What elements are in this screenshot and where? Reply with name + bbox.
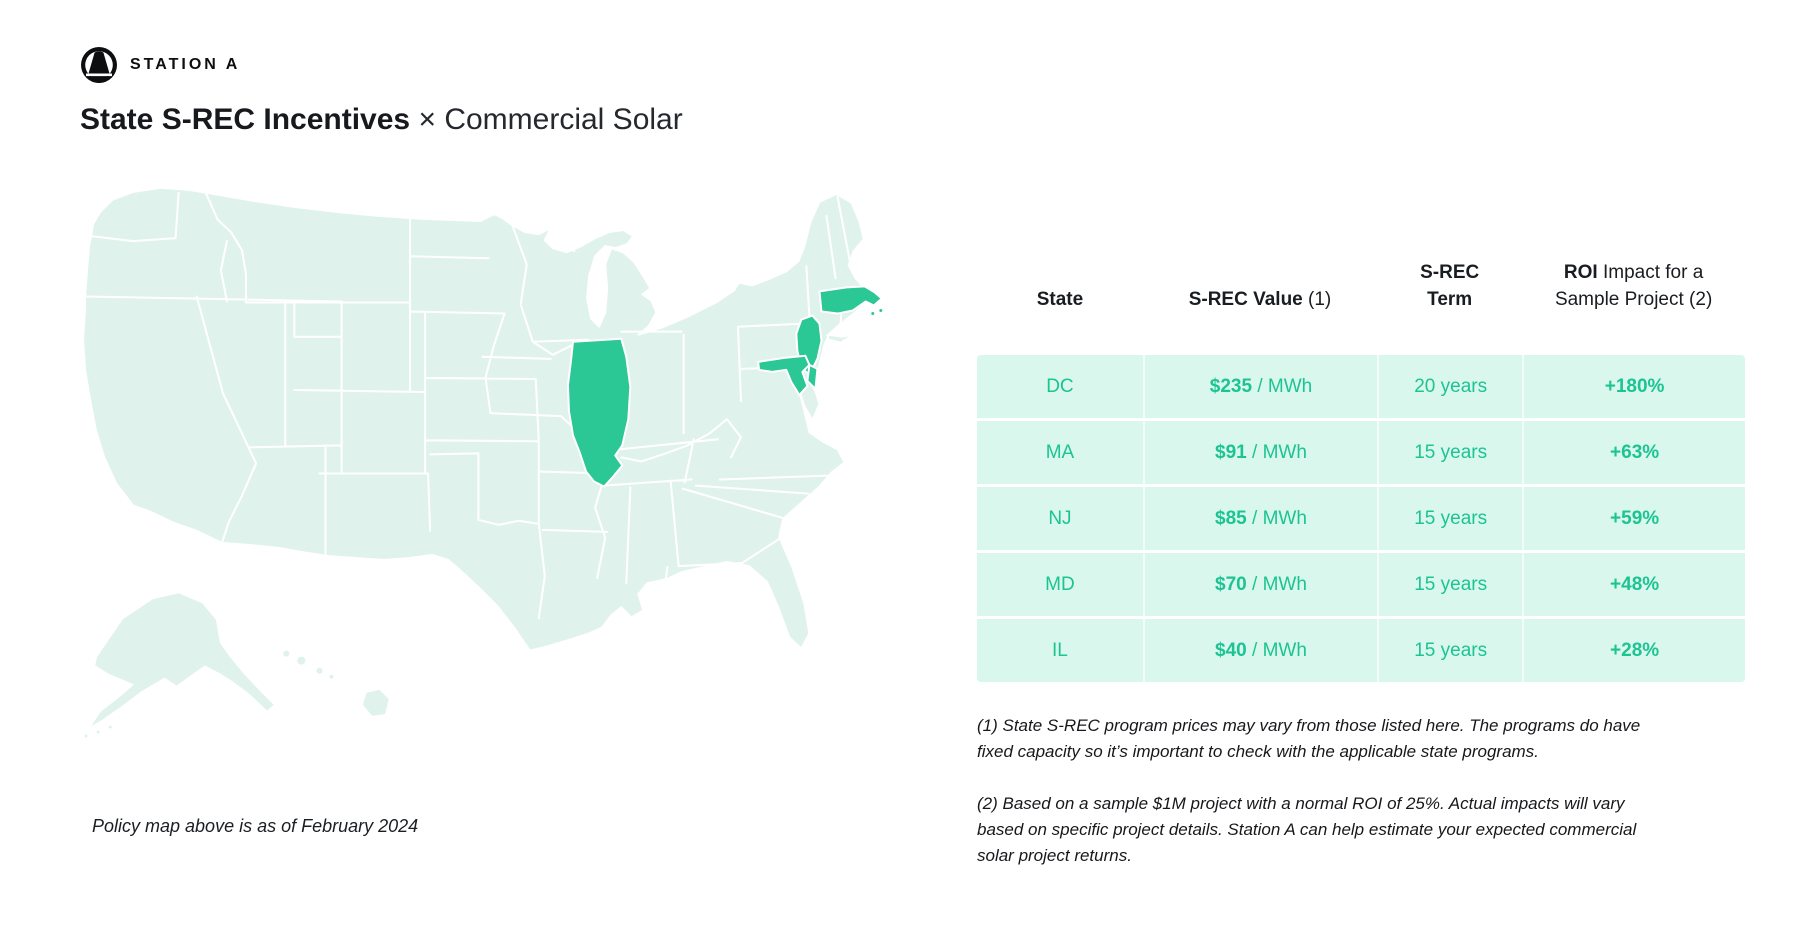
- page-title: State S-REC Incentives × Commercial Sola…: [80, 101, 683, 139]
- cell-roi: +63%: [1522, 421, 1745, 484]
- table-row-dc: DC $235 / MWh 20 years +180%: [977, 355, 1745, 418]
- cell-state: MA: [1045, 441, 1075, 463]
- cell-term: 15 years: [1377, 487, 1522, 550]
- map-state-borders: [83, 191, 851, 620]
- cell-roi: +59%: [1522, 487, 1745, 550]
- map-aleutian-island: [94, 728, 102, 736]
- table-body: DC $235 / MWh 20 years +180% MA $91 / MW…: [977, 355, 1745, 682]
- map-caption: Policy map above is as of February 2024: [92, 816, 419, 836]
- cell-state: NJ: [1048, 507, 1072, 529]
- footnote-2: (2) Based on a sample $1M project with a…: [977, 794, 1637, 865]
- map-aleutian-island: [106, 723, 114, 731]
- station-a-logo-icon: [81, 47, 117, 84]
- table-row-il: IL $40 / MWh 15 years +28%: [977, 619, 1745, 682]
- page-title-separator: ×: [418, 103, 436, 136]
- cell-value: $85 / MWh: [1142, 487, 1377, 550]
- map-state-ma-highlight: [818, 285, 883, 315]
- table-header-row: State S-REC Value (1) S-REC Term ROI Imp…: [977, 195, 1745, 355]
- cell-value: $40 / MWh: [1142, 619, 1377, 682]
- cell-roi: +48%: [1522, 553, 1745, 616]
- cell-term: 15 years: [1377, 619, 1522, 682]
- cell-state: MD: [1045, 573, 1075, 595]
- header-srec-term: S-REC Term: [1420, 262, 1480, 310]
- us-policy-map: [78, 183, 908, 758]
- table-row-ma: MA $91 / MWh 15 years +63%: [977, 421, 1745, 484]
- footnote-1: (1) State S-REC program prices may vary …: [977, 716, 1641, 761]
- map-state-ma-island: [877, 307, 885, 315]
- cell-term: 15 years: [1377, 553, 1522, 616]
- map-hawaii-big-island: [360, 687, 391, 718]
- page-title-regular: Commercial Solar: [444, 103, 683, 136]
- map-hawaii-island: [281, 648, 292, 659]
- cell-value: $235 / MWh: [1142, 355, 1377, 418]
- cell-roi: +28%: [1522, 619, 1745, 682]
- page-title-bold: State S-REC Incentives: [80, 103, 411, 136]
- cell-term: 20 years: [1377, 355, 1522, 418]
- cell-value: $70 / MWh: [1142, 553, 1377, 616]
- map-alaska: [87, 591, 277, 731]
- map-hawaii-island: [327, 672, 336, 681]
- map-state-il-highlight: [566, 337, 632, 488]
- incentives-panel: State S-REC Value (1) S-REC Term ROI Imp…: [977, 195, 1745, 895]
- map-state-ma-island: [869, 310, 877, 318]
- map-state-md-eastern-shore: [806, 363, 819, 391]
- cell-state: IL: [1052, 639, 1068, 661]
- header-roi-impact: ROI Impact for a Sample Project (2): [1554, 262, 1713, 310]
- map-long-island: [826, 333, 855, 344]
- table-row-nj: NJ $85 / MWh 15 years +59%: [977, 487, 1745, 550]
- brand-logo: STATION A: [80, 46, 240, 84]
- header-srec-value: S-REC Value (1): [1188, 289, 1332, 310]
- cell-roi: +180%: [1522, 355, 1745, 418]
- cell-value: $91 / MWh: [1142, 421, 1377, 484]
- map-hawaii-island: [314, 665, 325, 676]
- map-hawaii-island: [295, 654, 308, 667]
- map-aleutian-island: [82, 732, 90, 740]
- brand-name: STATION A: [130, 56, 241, 73]
- map-state-md-highlight: [757, 354, 811, 397]
- cell-term: 15 years: [1377, 421, 1522, 484]
- table-row-md: MD $70 / MWh 15 years +48%: [977, 553, 1745, 616]
- cell-state: DC: [1046, 375, 1074, 397]
- header-state: State: [1036, 289, 1084, 310]
- us-map-svg: [82, 186, 885, 740]
- footnotes: (1) State S-REC program prices may vary …: [977, 713, 1649, 869]
